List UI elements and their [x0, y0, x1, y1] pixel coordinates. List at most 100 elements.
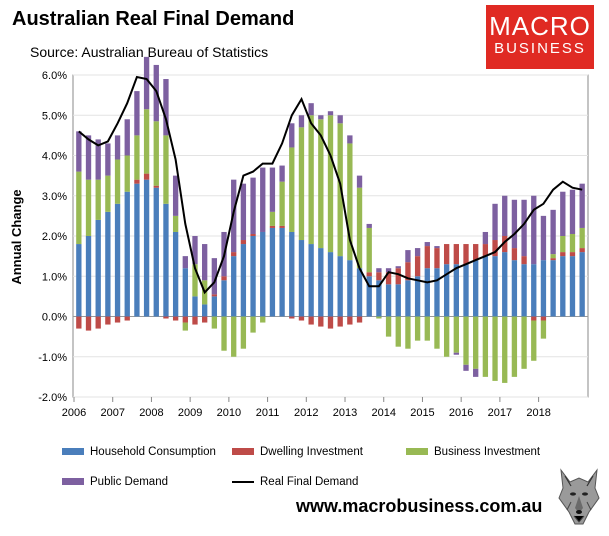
bar-business — [76, 171, 82, 245]
bar-business — [192, 264, 198, 297]
bar-public — [540, 215, 547, 261]
bar-business — [85, 179, 92, 236]
bar-household — [356, 268, 363, 317]
legend-business: Business Investment — [406, 446, 540, 458]
bar-business — [153, 121, 159, 186]
bar-public — [76, 131, 82, 172]
bar-public — [211, 258, 218, 295]
y-tick-label: 0.0% — [42, 312, 67, 324]
website-url: www.macrobusiness.com.au — [296, 496, 543, 516]
bar-public — [192, 236, 198, 265]
x-tick-label: 2010 — [217, 407, 241, 419]
bar-household — [182, 268, 188, 317]
bar-dwelling — [211, 294, 218, 297]
bar-business — [318, 119, 324, 249]
legend-label-public: Public Demand — [90, 476, 168, 488]
bar-household — [327, 252, 334, 317]
bar-dwelling — [560, 252, 566, 257]
bar-household — [385, 284, 392, 317]
logo-text-business: BUSINESS — [494, 40, 586, 57]
bar-dwelling — [279, 225, 285, 228]
bar-dwelling — [85, 316, 92, 331]
bar-public — [366, 223, 372, 228]
bar-dwelling — [531, 316, 537, 321]
bar-public — [463, 364, 469, 371]
bar-business — [540, 320, 547, 339]
bar-business — [385, 316, 392, 337]
bar-business — [347, 143, 353, 261]
bar-public — [163, 79, 169, 136]
bar-household — [279, 227, 285, 317]
bar-dwelling — [347, 316, 353, 325]
bar-dwelling — [182, 316, 188, 323]
bar-dwelling — [395, 268, 401, 285]
x-tick-label: 2009 — [178, 407, 202, 419]
bar-dwelling — [424, 246, 430, 269]
bar-dwelling — [134, 179, 140, 184]
bar-public — [134, 91, 140, 136]
bar-dwelling — [376, 272, 382, 281]
bar-business — [95, 179, 101, 220]
bar-public — [308, 103, 314, 116]
bar-business — [395, 316, 401, 347]
bar-household — [405, 280, 411, 317]
bar-business — [405, 316, 411, 349]
bar-dwelling — [414, 256, 421, 277]
y-tick-label: 5.0% — [42, 110, 67, 122]
bar-dwelling — [473, 244, 479, 261]
bar-public — [105, 143, 111, 176]
bar-business — [182, 322, 188, 331]
bar-public — [318, 115, 324, 120]
bar-dwelling — [143, 173, 150, 180]
bar-business — [550, 254, 556, 259]
bar-household — [95, 219, 101, 317]
legend-swatch-business — [406, 448, 428, 456]
y-tick-label: -1.0% — [38, 352, 67, 364]
bar-business — [250, 316, 256, 333]
bar-dwelling — [95, 316, 101, 329]
bar-dwelling — [482, 244, 489, 257]
bar-business — [376, 316, 382, 319]
bar-public — [172, 175, 179, 216]
bar-business — [269, 211, 276, 226]
bar-business — [337, 123, 343, 257]
bar-business — [172, 215, 179, 232]
bar-household — [289, 231, 295, 317]
bar-public — [569, 189, 576, 234]
bar-household — [521, 264, 527, 317]
bar-public — [511, 199, 518, 249]
bar-dwelling — [269, 225, 276, 228]
legend-household: Household Consumption — [62, 446, 216, 458]
bar-business — [521, 316, 527, 369]
bar-public — [289, 123, 295, 148]
bar-public — [550, 209, 556, 255]
bar-dwelling — [221, 276, 227, 281]
bar-business — [434, 316, 440, 349]
bar-dwelling — [240, 240, 247, 245]
bar-public — [85, 135, 92, 180]
bar-business — [298, 127, 305, 241]
bar-dwelling — [153, 185, 159, 188]
bar-dwelling — [366, 272, 372, 277]
bar-business — [279, 181, 285, 226]
bar-business — [260, 316, 266, 323]
bar-business — [289, 147, 295, 232]
legend-public: Public Demand — [62, 476, 168, 488]
bar-dwelling — [250, 233, 256, 236]
bar-business — [240, 316, 247, 349]
bar-public — [376, 268, 382, 273]
x-tick-label: 2017 — [488, 407, 512, 419]
bar-dwelling — [163, 316, 169, 319]
legend-line-rfd — [232, 480, 254, 483]
bar-public — [473, 368, 479, 377]
bar-dwelling — [105, 316, 111, 325]
bar-dwelling — [385, 272, 392, 285]
bar-dwelling — [289, 316, 295, 319]
bar-household — [172, 231, 179, 317]
bar-public — [521, 199, 527, 257]
bar-household — [414, 276, 421, 317]
legend-swatch-dwelling — [232, 448, 254, 456]
bar-dwelling — [579, 248, 585, 253]
legend-swatch-household — [62, 448, 84, 456]
bar-public — [182, 256, 188, 269]
